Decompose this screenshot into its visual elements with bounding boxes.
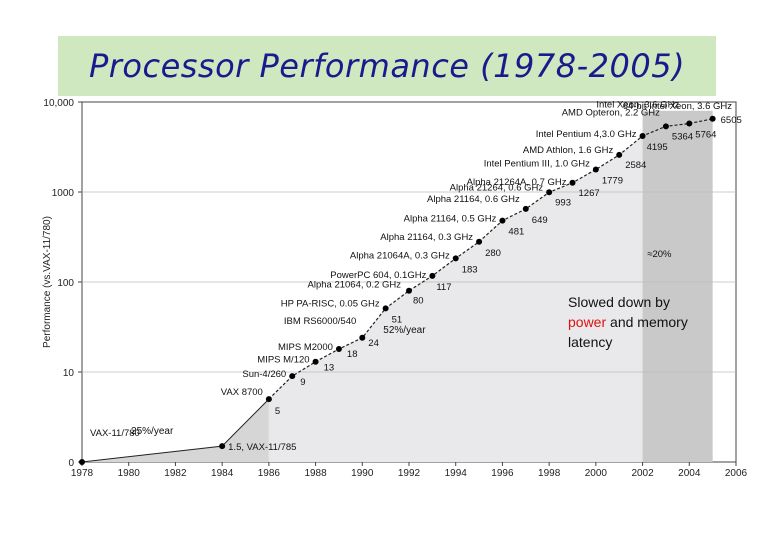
data-point-4 <box>312 358 319 365</box>
title-banner: Processor Performance (1978-2005) <box>58 36 716 96</box>
point-name-10: Alpha 21064A, 0.3 GHz <box>350 250 450 261</box>
point-name-4: MIPS M/120 <box>257 355 309 366</box>
data-point-15 <box>569 179 576 186</box>
data-point-0 <box>79 459 85 465</box>
annotation-25pct: 25%/year <box>131 426 174 437</box>
data-point-9 <box>429 272 436 279</box>
y-tick-label-0: 0 <box>68 458 74 469</box>
point-value-12: 481 <box>508 227 524 238</box>
y-tick-label-2: 100 <box>57 278 74 289</box>
point-value-17: 2584 <box>625 160 646 171</box>
note-highlight: power <box>568 314 607 330</box>
data-point-20 <box>686 120 693 127</box>
data-point-21 <box>709 115 716 122</box>
point-value-8: 80 <box>413 296 424 307</box>
x-tick-label-14: 2006 <box>725 468 748 479</box>
data-point-11 <box>476 238 483 245</box>
point-name-21: 64-bit Intel Xeon, 3.6 GHz <box>623 101 733 112</box>
point-value-16: 1779 <box>602 175 623 186</box>
x-tick-label-2: 1982 <box>164 468 187 479</box>
point-value-1: 1.5, VAX-11/785 <box>228 442 296 453</box>
data-point-6 <box>359 334 366 341</box>
point-name-19: AMD Opteron, 2.2 GHz <box>562 107 660 118</box>
point-name-17: AMD Athlon, 1.6 GHz <box>523 145 614 156</box>
x-tick-label-11: 2000 <box>585 468 608 479</box>
point-value-5: 18 <box>347 349 358 360</box>
x-tick-label-8: 1994 <box>445 468 468 479</box>
point-name-9: PowerPC 604, 0.1GHz <box>330 270 426 281</box>
point-name-13: Alpha 21164, 0.6 GHz <box>427 194 520 205</box>
x-tick-label-3: 1984 <box>211 468 234 479</box>
point-name-11: Alpha 21164, 0.3 GHz <box>380 232 473 243</box>
trend-line-main <box>268 118 713 400</box>
point-value-20: 5764 <box>695 130 716 141</box>
x-tick-label-4: 1986 <box>258 468 281 479</box>
point-name-16: Intel Pentium III, 1.0 GHz <box>484 158 590 169</box>
note-post: latency <box>568 334 613 350</box>
point-name-0: VAX-11/780 <box>90 428 140 439</box>
x-tick-label-6: 1990 <box>351 468 374 479</box>
x-tick-label-5: 1988 <box>304 468 327 479</box>
data-point-19 <box>662 123 669 130</box>
point-value-7: 51 <box>392 314 403 325</box>
point-name-2: VAX 8700 <box>221 387 263 398</box>
point-name-20: Intel Xeon, 3.6 GHz <box>596 100 679 111</box>
shaded-region-20pct <box>642 110 713 462</box>
data-point-13 <box>522 205 529 212</box>
point-value-18: 4195 <box>647 142 668 153</box>
slowdown-note: Slowed down by power and memory latency <box>568 292 718 352</box>
point-value-13: 649 <box>532 215 548 226</box>
x-tick-label-12: 2002 <box>631 468 654 479</box>
point-value-21: 6505 <box>721 115 742 126</box>
point-value-15: 1267 <box>579 188 600 199</box>
annotation-20pct: ≈20% <box>647 249 672 260</box>
point-value-2: 5 <box>275 406 280 417</box>
data-point-14 <box>546 189 553 196</box>
x-tick-label-9: 1996 <box>491 468 514 479</box>
point-name-3: Sun-4/260 <box>242 369 286 380</box>
x-tick-label-7: 1992 <box>398 468 421 479</box>
point-name-18: Intel Pentium 4,3.0 GHz <box>536 129 637 140</box>
data-point-1 <box>219 443 226 450</box>
point-value-10: 183 <box>462 264 478 275</box>
y-tick-label-1: 10 <box>63 368 75 379</box>
y-axis-label: Performance (vs.VAX-11/780) <box>42 216 53 348</box>
point-name-14: Alpha 21264, 0.6 GHz <box>450 182 544 193</box>
point-value-14: 993 <box>555 197 571 208</box>
data-point-8 <box>406 287 412 294</box>
point-name-7: HP PA-RISC, 0.05 GHz <box>281 298 380 309</box>
y-tick-label-4: 10,000 <box>43 98 74 109</box>
data-point-12 <box>499 217 506 224</box>
point-name-8: Alpha 21064, 0.2 GHz <box>308 280 402 291</box>
point-value-4: 13 <box>324 363 335 374</box>
data-point-3 <box>289 373 296 380</box>
point-value-3: 9 <box>300 377 305 388</box>
shaded-region-52pct <box>268 135 643 463</box>
point-name-5: MIPS M2000 <box>278 342 333 353</box>
data-point-18 <box>639 132 646 139</box>
x-tick-label-10: 1998 <box>538 468 561 479</box>
note-mid: and memory <box>606 314 688 330</box>
data-point-17 <box>616 151 623 158</box>
x-tick-label-1: 1980 <box>118 468 141 479</box>
point-value-19: 5364 <box>672 131 693 142</box>
annotation-52pct: 52%/year <box>383 325 426 336</box>
point-name-15: Alpha 21264A, 0.7 GHz <box>467 177 567 188</box>
data-point-10 <box>452 255 459 262</box>
page-title: Processor Performance (1978-2005) <box>88 47 686 85</box>
x-tick-label-0: 1978 <box>71 468 94 479</box>
point-value-6: 24 <box>368 338 379 349</box>
note-pre: Slowed down by <box>568 294 670 310</box>
data-point-5 <box>335 346 342 353</box>
data-point-7 <box>382 305 389 312</box>
point-value-9: 117 <box>436 282 451 293</box>
point-name-6: IBM RS6000/540 <box>284 316 356 327</box>
y-tick-label-3: 1000 <box>52 188 75 199</box>
data-point-16 <box>592 166 599 173</box>
point-name-12: Alpha 21164, 0.5 GHz <box>404 214 497 225</box>
x-tick-label-13: 2004 <box>678 468 701 479</box>
data-point-2 <box>265 396 272 403</box>
point-value-11: 280 <box>485 248 501 259</box>
